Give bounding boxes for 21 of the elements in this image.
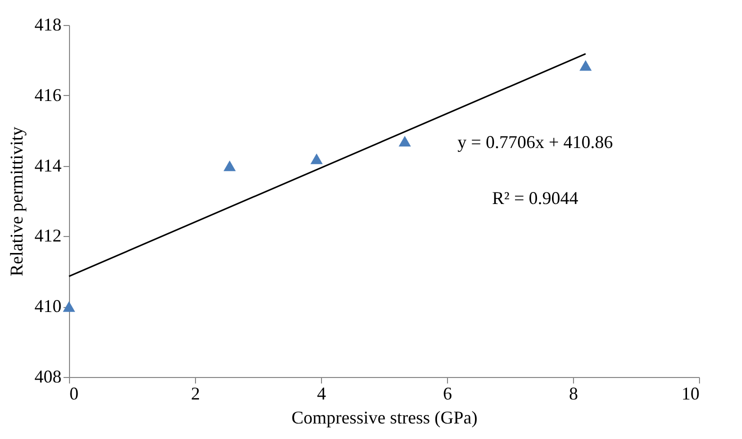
point bbox=[310, 153, 323, 164]
y-tick-label: 410 bbox=[34, 296, 62, 316]
x-axis-title: Compressive stress (GPa) bbox=[292, 408, 478, 428]
x-tick-label: 4 bbox=[317, 384, 326, 404]
annotation: y = 0.7706x + 410.86 bbox=[458, 132, 613, 152]
y-axis-title: Relative permittivity bbox=[6, 126, 26, 276]
y-tick-label: 416 bbox=[34, 84, 62, 105]
point bbox=[579, 60, 592, 71]
x-tick-label: 2 bbox=[191, 384, 200, 404]
annotation: R² = 0.9044 bbox=[492, 188, 578, 208]
point bbox=[224, 160, 236, 172]
y-tick-label: 412 bbox=[34, 226, 62, 246]
y-tick-label: 414 bbox=[34, 155, 62, 176]
y-tick-label: 408 bbox=[34, 366, 62, 386]
point bbox=[398, 136, 411, 146]
y-tick-label: 418 bbox=[34, 14, 62, 34]
x-tick-label: 0 bbox=[70, 384, 78, 404]
x-tick-label: 6 bbox=[443, 384, 452, 404]
point bbox=[62, 301, 76, 312]
x-tick-label: 10 bbox=[682, 384, 700, 404]
x-tick-label: 8 bbox=[569, 384, 578, 404]
